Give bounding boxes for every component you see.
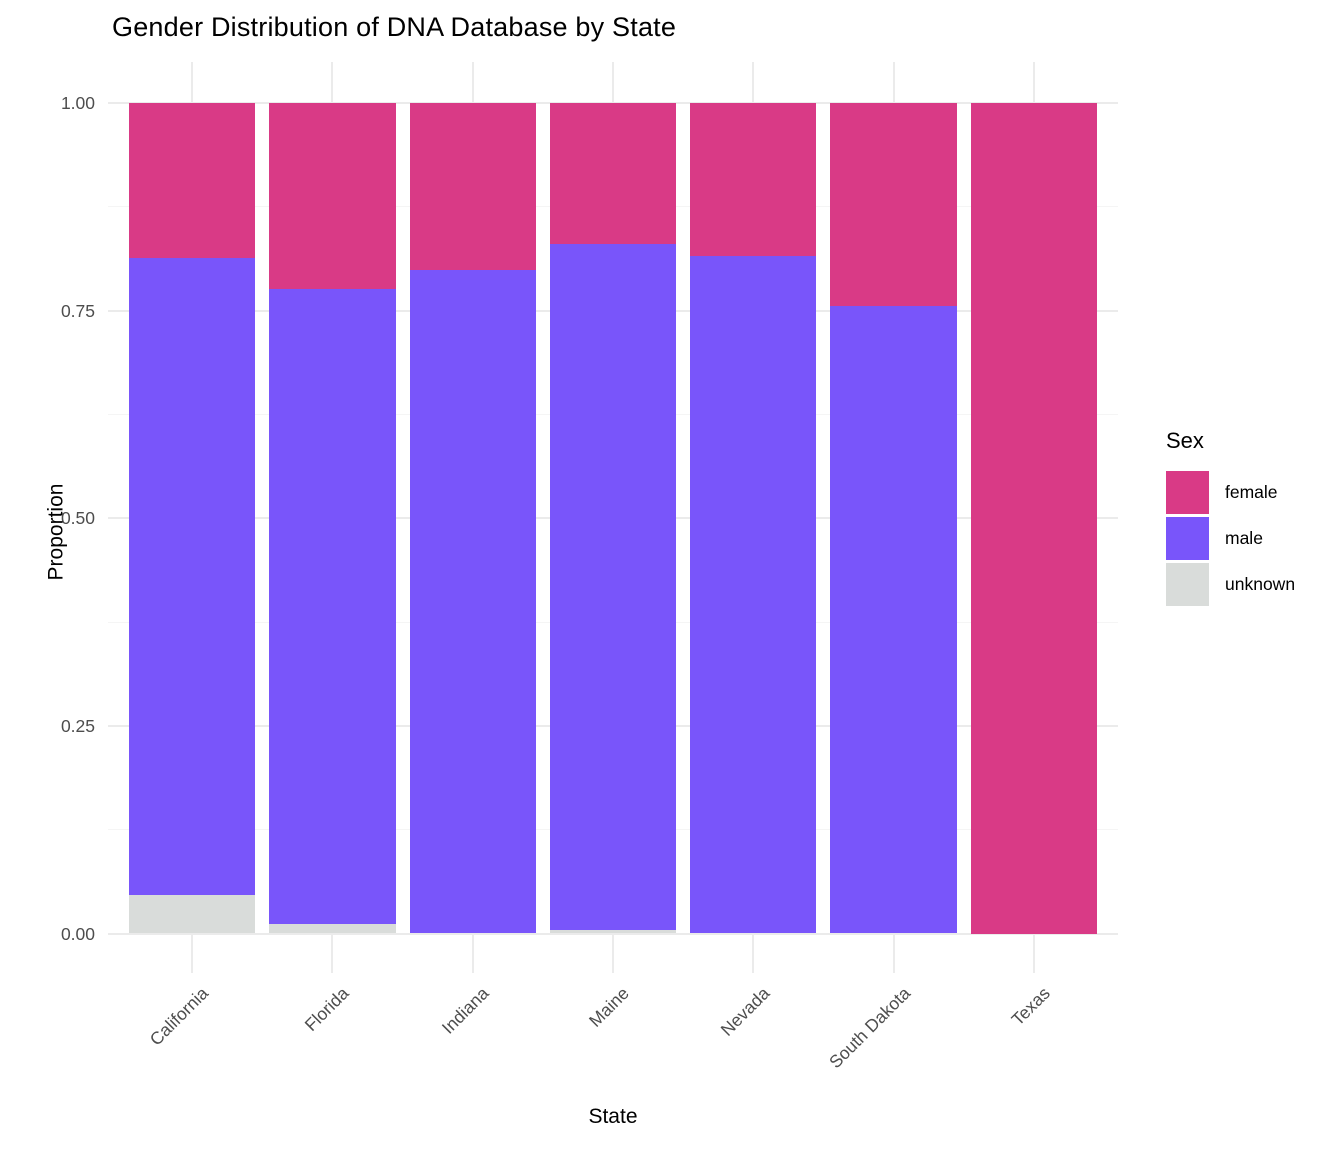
legend-title: Sex — [1166, 428, 1204, 453]
bar-california — [129, 103, 256, 934]
legend-swatch-unknown — [1166, 563, 1209, 606]
y-tick-label: 1.00 — [60, 93, 95, 113]
bar-segment-male — [549, 244, 677, 931]
legend-item: unknown — [1166, 563, 1295, 606]
x-axis-title: State — [588, 1105, 638, 1128]
y-tick-label: 0.25 — [60, 715, 95, 736]
legend-label: unknown — [1225, 574, 1296, 594]
bar-segment-female — [549, 103, 677, 245]
legend: Sex female male unknown — [1166, 428, 1295, 609]
bar-segment-male — [830, 305, 957, 934]
bar-south-dakota — [830, 103, 957, 934]
y-axis-title: Proportion — [44, 483, 68, 581]
legend-item: female — [1166, 471, 1295, 514]
x-tick-label-text: Florida — [300, 983, 353, 1035]
bar-segment-unknown — [549, 930, 677, 934]
bar-segment-unknown — [269, 923, 396, 934]
bar-segment-female — [409, 103, 536, 270]
bar-segment-female — [269, 103, 396, 290]
bar-segment-unknown — [129, 895, 256, 934]
bar-segment-male — [129, 258, 256, 896]
legend-swatch-female — [1166, 471, 1209, 514]
bar-segment-male — [409, 269, 536, 934]
plot-panel — [108, 62, 1118, 973]
x-tick-label-text: Nevada — [716, 983, 774, 1040]
bar-florida — [269, 103, 396, 934]
legend-label: male — [1225, 528, 1263, 548]
bar-segment-male — [690, 255, 817, 934]
y-tick-label: 0.00 — [60, 923, 95, 944]
chart-title: Gender Distribution of DNA Database by S… — [112, 12, 677, 42]
bar-segment-female — [970, 103, 1097, 934]
x-tick-label-text: California — [145, 983, 213, 1050]
bar-indiana — [409, 103, 536, 934]
bar-maine — [549, 103, 677, 934]
x-tick-label-text: South Dakota — [824, 983, 914, 1073]
legend-item: male — [1166, 517, 1295, 560]
y-tick-label: 0.75 — [60, 300, 95, 321]
legend-items: female male unknown — [1166, 471, 1295, 606]
bar-segment-male — [269, 289, 396, 924]
x-tick-label-text: Indiana — [438, 983, 493, 1038]
bar-segment-female — [690, 103, 817, 256]
x-tick-label-text: Maine — [585, 983, 634, 1031]
x-tick-label-text: Texas — [1007, 983, 1054, 1030]
legend-swatch-male — [1166, 517, 1209, 560]
legend-label: female — [1225, 482, 1278, 502]
bar-texas — [970, 103, 1097, 934]
bar-nevada — [690, 103, 817, 934]
bar-segment-female — [830, 103, 957, 306]
y-tick-label: 0.50 — [60, 508, 95, 529]
bar-segment-female — [129, 103, 256, 259]
